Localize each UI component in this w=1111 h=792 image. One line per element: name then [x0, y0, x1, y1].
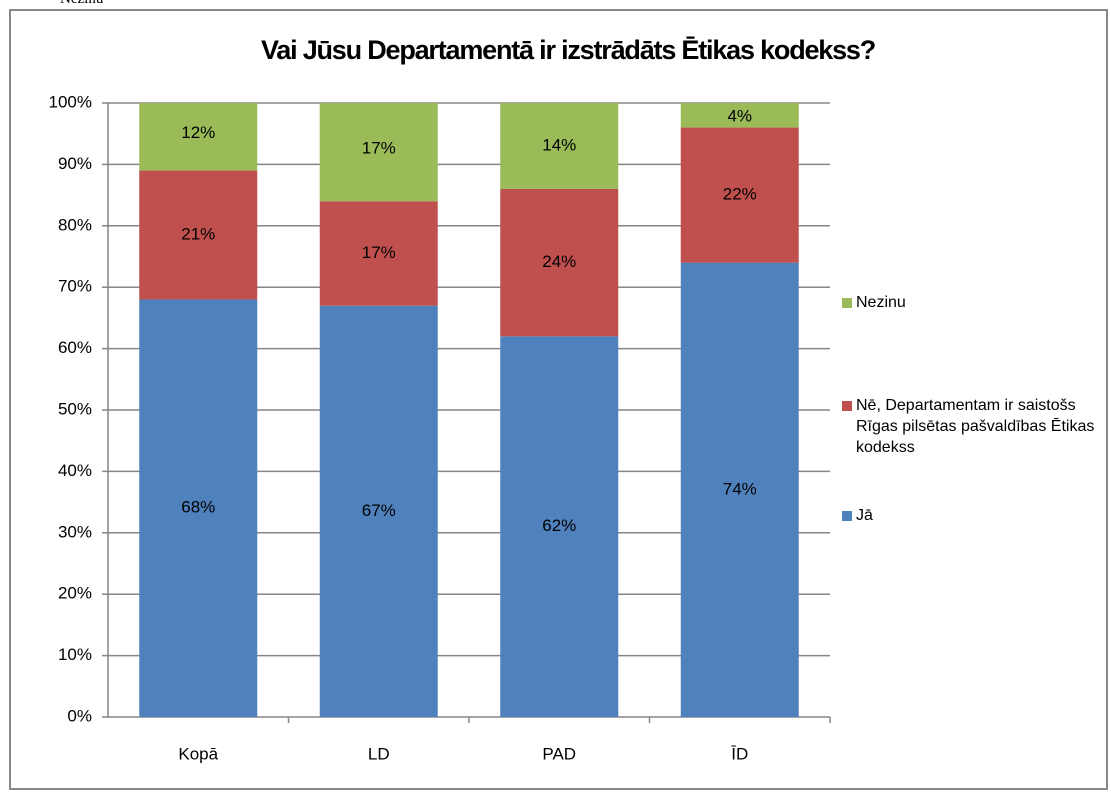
legend-item: Nē, Departamentam ir saistošs Rīgas pils…: [842, 395, 1104, 458]
legend-label: Jā: [856, 507, 873, 524]
y-tick-label: 90%: [58, 154, 92, 173]
data-label: 14%: [542, 135, 576, 154]
bar-segment: [139, 299, 258, 717]
x-tick-label: LD: [368, 744, 390, 763]
data-label: 22%: [723, 185, 757, 204]
data-label: 62%: [542, 516, 576, 535]
bar-segment: [680, 103, 799, 128]
bar-segment: [319, 305, 438, 717]
data-label: 17%: [362, 139, 396, 158]
legend-swatch: [842, 401, 852, 411]
data-label: 68%: [181, 498, 215, 517]
bar-segment: [139, 170, 258, 300]
bar-segment: [500, 103, 619, 189]
chart-title: Vai Jūsu Departamentā ir izstrādāts Ētik…: [261, 35, 875, 65]
document-fragment: Nezinu: [60, 0, 103, 8]
bar-segment: [319, 103, 438, 202]
bar-segment: [319, 201, 438, 306]
bar-segment: [680, 262, 799, 717]
y-tick-label: 70%: [58, 277, 92, 296]
legend-label: Nē, Departamentam ir saistošs Rīgas pils…: [856, 397, 1095, 456]
bar-segment: [500, 188, 619, 337]
y-tick-label: 60%: [58, 338, 92, 357]
legend-swatch: [842, 511, 852, 521]
data-label: 4%: [727, 106, 752, 125]
y-tick-label: 100%: [49, 92, 92, 111]
data-label: 24%: [542, 252, 576, 271]
bar-segment: [680, 127, 799, 263]
legend-label: Nezinu: [856, 294, 906, 311]
x-tick-label: PAD: [542, 744, 576, 763]
y-tick-label: 80%: [58, 215, 92, 234]
x-tick-label: ĪD: [731, 744, 748, 763]
data-label: 17%: [362, 243, 396, 262]
x-tick-label: Kopā: [178, 744, 218, 763]
bar-segment: [500, 336, 619, 717]
data-label: 67%: [362, 501, 396, 520]
legend-item: Nezinu: [842, 292, 1104, 313]
data-label: 21%: [181, 224, 215, 243]
y-tick-label: 10%: [58, 645, 92, 664]
y-tick-label: 50%: [58, 399, 92, 418]
bar-segment: [139, 103, 258, 171]
data-label: 12%: [181, 123, 215, 142]
y-tick-label: 0%: [67, 706, 92, 725]
legend-swatch: [842, 298, 852, 308]
data-label: 74%: [723, 479, 757, 498]
y-tick-label: 40%: [58, 461, 92, 480]
legend-item: Jā: [842, 505, 1104, 526]
y-tick-label: 20%: [58, 584, 92, 603]
y-tick-label: 30%: [58, 522, 92, 541]
